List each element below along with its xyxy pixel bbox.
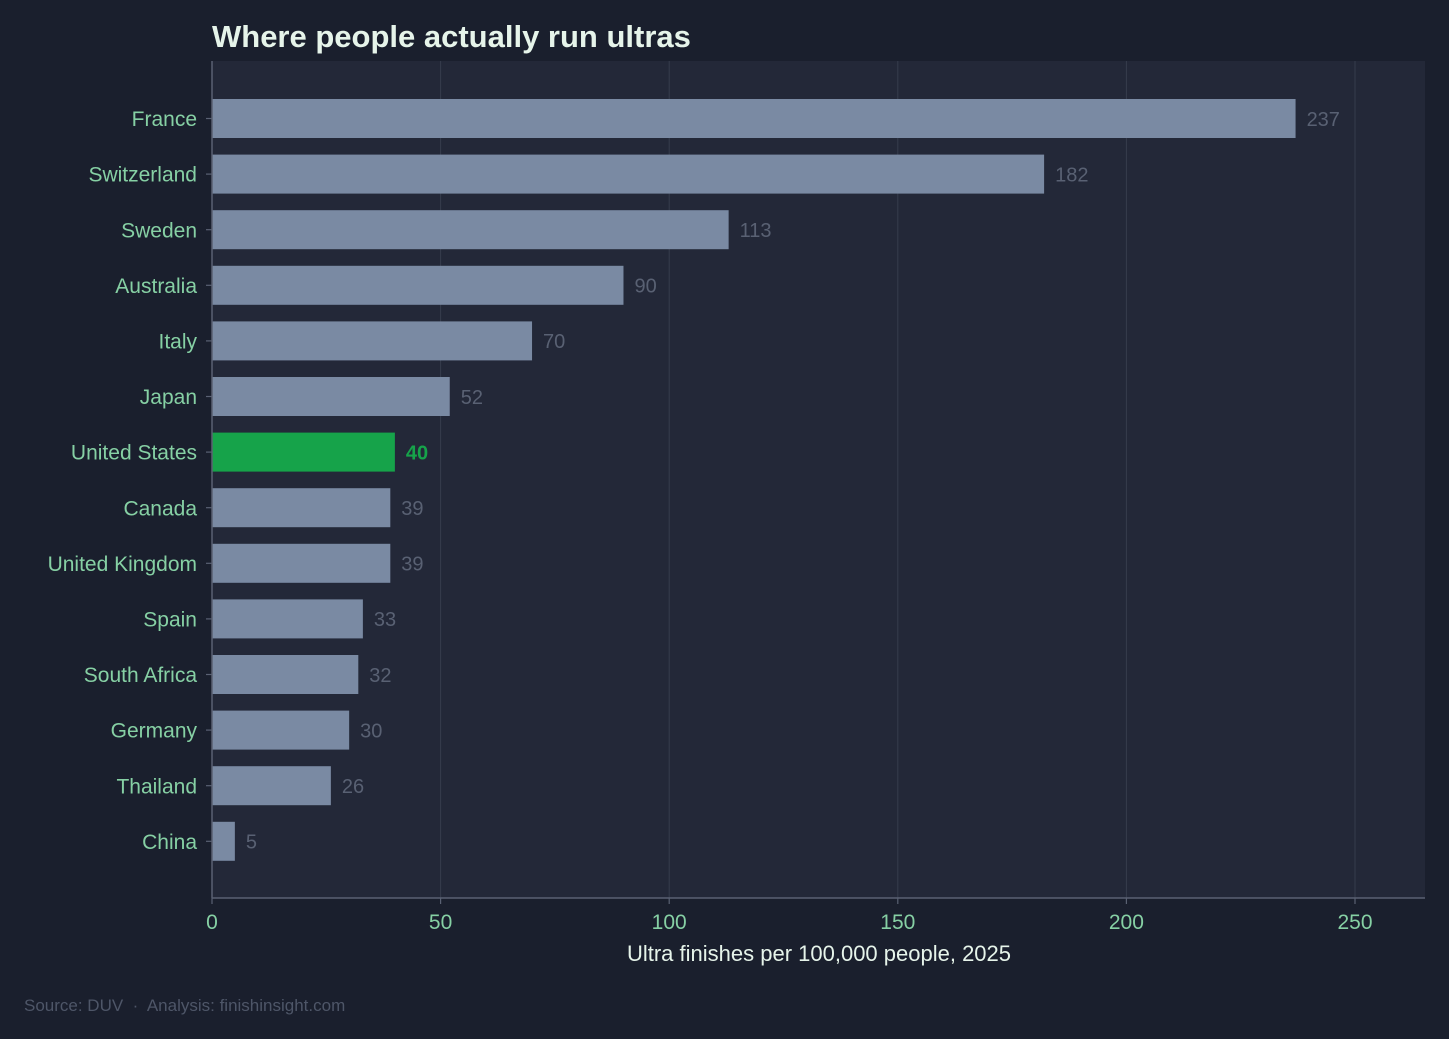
category-label-united-kingdom: United Kingdom — [48, 553, 197, 576]
category-label-italy: Italy — [158, 331, 197, 354]
category-label-australia: Australia — [115, 275, 197, 298]
value-label-sweden: 113 — [740, 220, 772, 242]
bar-united-states — [212, 432, 395, 472]
value-label-south-africa: 32 — [369, 665, 391, 687]
x-axis-ticks: 0 50 100 150 200 250 — [206, 898, 1373, 934]
bar-canada — [212, 488, 391, 528]
bar-france — [212, 99, 1296, 138]
x-tick-label-0: 0 — [206, 911, 218, 934]
category-label-canada: Canada — [123, 497, 197, 520]
category-label-germany: Germany — [111, 720, 198, 743]
axes — [211, 61, 1425, 899]
value-label-united-kingdom: 39 — [401, 554, 423, 576]
x-tick-label-50: 50 — [429, 911, 452, 934]
value-label-australia: 90 — [634, 276, 656, 298]
category-label-thailand: Thailand — [116, 775, 197, 798]
value-label-canada: 39 — [401, 498, 423, 520]
value-label-switzerland: 182 — [1055, 164, 1088, 186]
x-tick-label-200: 200 — [1109, 911, 1144, 934]
x-tick-label-150: 150 — [880, 911, 915, 934]
category-label-sweden: Sweden — [121, 219, 197, 242]
value-label-united-states: 40 — [406, 442, 428, 464]
bar-germany — [212, 710, 350, 750]
x-tick-label-100: 100 — [652, 911, 687, 934]
bar-thailand — [212, 766, 331, 806]
bar-united-kingdom — [212, 543, 391, 583]
value-label-japan: 52 — [461, 387, 483, 409]
bar-china — [212, 821, 235, 861]
bar-sweden — [212, 210, 729, 250]
value-label-china: 5 — [246, 832, 257, 854]
category-label-spain: Spain — [143, 609, 197, 632]
value-label-italy: 70 — [543, 331, 565, 353]
chart-title: Where people actually run ultras — [212, 19, 691, 54]
plot-area — [212, 61, 1425, 898]
category-label-japan: Japan — [140, 386, 197, 409]
value-label-thailand: 26 — [342, 776, 364, 798]
bar-australia — [212, 265, 624, 305]
bar-spain — [212, 599, 363, 639]
bars — [212, 99, 1296, 861]
x-axis-label: Ultra finishes per 100,000 people, 2025 — [627, 941, 1011, 966]
category-label-united-states: United States — [71, 442, 197, 465]
bar-italy — [212, 321, 533, 361]
y-axis-categories: France Switzerland Sweden Australia Italy Jap… — [48, 108, 212, 854]
value-labels: 237 182 113 90 70 52 40 39 39 33 32 30 26 5 — [246, 109, 1340, 854]
bar-switzerland — [212, 154, 1045, 194]
value-label-france: 237 — [1307, 109, 1340, 131]
value-label-germany: 30 — [360, 720, 382, 742]
bar-japan — [212, 377, 450, 416]
x-tick-label-250: 250 — [1337, 911, 1372, 934]
category-label-switzerland: Switzerland — [88, 164, 197, 187]
bar-south-africa — [212, 655, 359, 694]
category-label-china: China — [142, 831, 197, 854]
source-note: Source: DUV · Analysis: finishinsight.co… — [24, 996, 345, 1015]
category-label-france: France — [132, 108, 197, 131]
value-label-spain: 33 — [374, 609, 396, 631]
gridlines — [440, 61, 1356, 898]
category-label-south-africa: South Africa — [84, 664, 198, 687]
